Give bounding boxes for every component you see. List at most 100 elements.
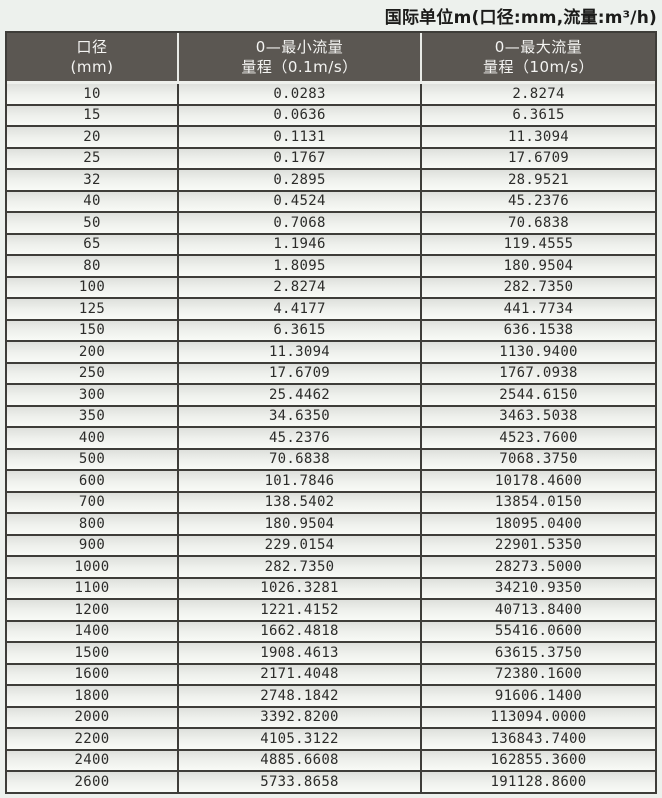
min-flow-cell: 25.4462: [177, 385, 420, 405]
table-row: 80 1.8095 180.9504: [7, 254, 655, 276]
max-flow-cell: 28273.5000: [420, 557, 655, 577]
table-row: 25 0.1767 17.6709: [7, 146, 655, 168]
max-flow-cell: 1130.9400: [420, 342, 655, 362]
min-flow-cell: 1221.4152: [177, 600, 420, 620]
table-row: 40 0.4524 45.2376: [7, 189, 655, 211]
max-flow-cell: 72380.1600: [420, 664, 655, 684]
diameter-cell: 100: [78, 279, 106, 296]
table-row: 500 70.6838 7068.3750: [7, 447, 655, 469]
min-flow-cell: 34.6350: [177, 406, 420, 426]
diameter-cell: 1800: [74, 687, 110, 704]
max-flow-cell: 636.1538: [420, 320, 655, 340]
min-flow-cell: 0.0636: [177, 105, 420, 125]
min-flow-cell: 180.9504: [177, 514, 420, 534]
diameter-cell: 2000: [74, 709, 110, 726]
table-row: 350 34.6350 3463.5038: [7, 404, 655, 426]
table-row: 32 0.2895 28.9521: [7, 168, 655, 190]
min-flow-cell: 2748.1842: [177, 686, 420, 706]
table-body: 10 0.0283 2.8274 15 0.0636 6.3615 20 0.1…: [7, 84, 655, 792]
table-row: 800 180.9504 18095.0400: [7, 512, 655, 534]
min-flow-cell: 4.4177: [177, 299, 420, 319]
table-row: 1000 282.7350 28273.5000: [7, 555, 655, 577]
max-flow-cell: 113094.0000: [420, 707, 655, 727]
max-flow-cell: 63615.3750: [420, 643, 655, 663]
min-flow-cell: 3392.8200: [177, 707, 420, 727]
header-max-flow-line1: 0—最大流量: [494, 38, 583, 56]
max-flow-cell: 40713.8400: [420, 600, 655, 620]
table-row: 250 17.6709 1767.0938: [7, 361, 655, 383]
max-flow-cell: 55416.0600: [420, 621, 655, 641]
min-flow-cell: 5733.8658: [177, 772, 420, 792]
table-row: 50 0.7068 70.6838: [7, 211, 655, 233]
min-flow-cell: 2.8274: [177, 277, 420, 297]
min-flow-cell: 138.5402: [177, 492, 420, 512]
max-flow-cell: 119.4555: [420, 234, 655, 254]
table-row: 1200 1221.4152 40713.8400: [7, 598, 655, 620]
diameter-cell: 200: [78, 343, 106, 360]
table-row: 400 45.2376 4523.7600: [7, 426, 655, 448]
diameter-cell: 15: [83, 107, 101, 124]
table-row: 1400 1662.4818 55416.0600: [7, 619, 655, 641]
table-row: 1600 2171.4048 72380.1600: [7, 662, 655, 684]
min-flow-cell: 70.6838: [177, 449, 420, 469]
max-flow-cell: 13854.0150: [420, 492, 655, 512]
min-flow-cell: 17.6709: [177, 363, 420, 383]
diameter-cell: 900: [78, 537, 106, 554]
min-flow-cell: 0.0283: [177, 84, 420, 104]
min-flow-cell: 2171.4048: [177, 664, 420, 684]
table-row: 900 229.0154 22901.5350: [7, 533, 655, 555]
diameter-cell: 1100: [74, 580, 110, 597]
max-flow-cell: 2.8274: [420, 84, 655, 104]
diameter-cell: 150: [78, 322, 106, 339]
diameter-cell: 125: [78, 300, 106, 317]
diameter-cell: 1200: [74, 601, 110, 618]
diameter-cell: 2600: [74, 773, 110, 790]
header-min-flow-line1: 0—最小流量: [255, 38, 344, 56]
max-flow-cell: 2544.6150: [420, 385, 655, 405]
table-row: 1100 1026.3281 34210.9350: [7, 576, 655, 598]
diameter-cell: 600: [78, 472, 106, 489]
max-flow-cell: 10178.4600: [420, 471, 655, 491]
diameter-cell: 350: [78, 408, 106, 425]
diameter-cell: 20: [83, 128, 101, 145]
max-flow-cell: 28.9521: [420, 170, 655, 190]
max-flow-cell: 45.2376: [420, 191, 655, 211]
table-row: 2600 5733.8658 191128.8600: [7, 770, 655, 792]
max-flow-cell: 162855.3600: [420, 750, 655, 770]
table-row: 2400 4885.6608 162855.3600: [7, 748, 655, 770]
diameter-cell: 25: [83, 150, 101, 167]
diameter-cell: 80: [83, 257, 101, 274]
max-flow-cell: 4523.7600: [420, 428, 655, 448]
min-flow-cell: 1.1946: [177, 234, 420, 254]
min-flow-cell: 0.7068: [177, 213, 420, 233]
diameter-cell: 1400: [74, 623, 110, 640]
diameter-cell: 40: [83, 193, 101, 210]
max-flow-cell: 136843.7400: [420, 729, 655, 749]
title-bar: 国际单位m(口径:mm,流量:m³/h): [0, 0, 657, 31]
table-row: 200 11.3094 1130.9400: [7, 340, 655, 362]
diameter-cell: 50: [83, 214, 101, 231]
table-row: 1800 2748.1842 91606.1400: [7, 684, 655, 706]
table-header-row: 口径 (mm) 0—最小流量 量程（0.1m/s） 0—最大流量 量程（10m/…: [7, 33, 655, 84]
max-flow-cell: 22901.5350: [420, 535, 655, 555]
min-flow-cell: 1908.4613: [177, 643, 420, 663]
table-row: 2200 4105.3122 136843.7400: [7, 727, 655, 749]
min-flow-cell: 0.2895: [177, 170, 420, 190]
diameter-cell: 1600: [74, 666, 110, 683]
max-flow-cell: 7068.3750: [420, 449, 655, 469]
min-flow-cell: 45.2376: [177, 428, 420, 448]
max-flow-cell: 3463.5038: [420, 406, 655, 426]
min-flow-cell: 1.8095: [177, 256, 420, 276]
diameter-cell: 1500: [74, 644, 110, 661]
table-row: 15 0.0636 6.3615: [7, 103, 655, 125]
table-row: 65 1.1946 119.4555: [7, 232, 655, 254]
max-flow-cell: 17.6709: [420, 148, 655, 168]
min-flow-cell: 4885.6608: [177, 750, 420, 770]
min-flow-cell: 282.7350: [177, 557, 420, 577]
page-title: 国际单位m(口径:mm,流量:m³/h): [384, 8, 657, 28]
min-flow-cell: 1662.4818: [177, 621, 420, 641]
header-diameter-line2: (mm): [70, 58, 114, 76]
min-flow-cell: 1026.3281: [177, 578, 420, 598]
max-flow-cell: 1767.0938: [420, 363, 655, 383]
table-row: 100 2.8274 282.7350: [7, 275, 655, 297]
